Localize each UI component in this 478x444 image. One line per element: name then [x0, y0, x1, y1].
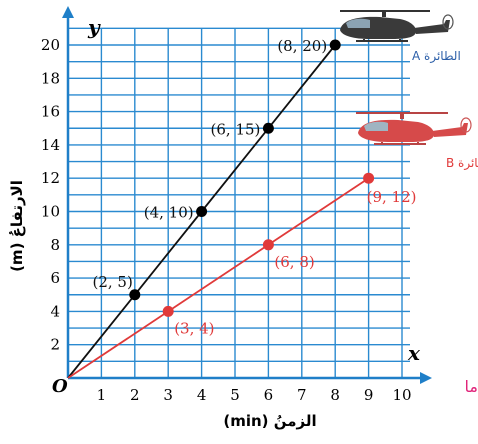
- y-axis-arrow: [62, 6, 74, 18]
- x-tick-label: 5: [230, 386, 240, 404]
- data-label: (8, 20): [277, 37, 327, 55]
- y-tick-label: 16: [41, 103, 60, 121]
- axes: [62, 6, 432, 384]
- series-b-point: [363, 172, 375, 184]
- data-label: (4, 10): [144, 204, 194, 222]
- y-tick-label: 14: [41, 136, 60, 154]
- y-tick-label: 12: [41, 169, 60, 187]
- data-label: (6, 15): [211, 120, 261, 138]
- y-axis-variable: y: [87, 15, 101, 39]
- x-tick-label: 4: [197, 386, 207, 404]
- series-b-point: [162, 305, 174, 317]
- data-label: (9, 12): [367, 188, 417, 206]
- y-tick-label: 18: [41, 69, 60, 87]
- x-tick-label: 3: [163, 386, 173, 404]
- origin-label: O: [52, 376, 68, 397]
- x-tick-label: 9: [364, 386, 374, 404]
- series-a-point: [196, 206, 208, 217]
- y-tick-label: 10: [41, 203, 60, 221]
- x-axis-arrow: [420, 372, 432, 384]
- y-axis-label: الارتفاعُ (m): [8, 180, 26, 272]
- data-label: (3, 4): [174, 319, 214, 337]
- x-tick-label: 2: [130, 386, 140, 404]
- point-labels: (2, 5) (4, 10) (6, 15) (8, 20) (3, 4) (6, 8) (…: [92, 37, 416, 337]
- x-tick-label: 7: [297, 386, 307, 404]
- data-label: (2, 5): [92, 273, 132, 291]
- series-a-point: [329, 39, 341, 51]
- x-axis-label: الزمنُ (min): [223, 412, 316, 430]
- data-points: [129, 39, 375, 317]
- series-a-label: الطائرة A: [412, 49, 461, 64]
- y-tick-label: 20: [41, 36, 60, 54]
- x-tick-label: 6: [264, 386, 274, 404]
- y-tick-label: 2: [50, 336, 60, 354]
- helicopter-a-icon: [340, 10, 454, 42]
- y-tick-label: 8: [50, 236, 60, 254]
- series-b-line: [67, 177, 370, 379]
- edge-text-fragment: ما: [465, 377, 478, 396]
- y-tick-label: 4: [50, 302, 60, 320]
- data-label: (6, 8): [274, 253, 314, 271]
- x-tick-label: 1: [97, 386, 107, 404]
- x-tick-label: 10: [392, 386, 411, 404]
- series-a-point: [262, 122, 274, 134]
- series-b-point: [262, 239, 274, 251]
- grid-lines: [68, 27, 410, 378]
- series-b-label: الطائرة B: [446, 156, 478, 171]
- helicopter-b-icon: [356, 112, 472, 145]
- y-tick-label: 6: [50, 269, 60, 287]
- x-axis-variable: x: [407, 341, 421, 365]
- x-tick-label: 8: [330, 386, 340, 404]
- series-a-point: [129, 289, 141, 301]
